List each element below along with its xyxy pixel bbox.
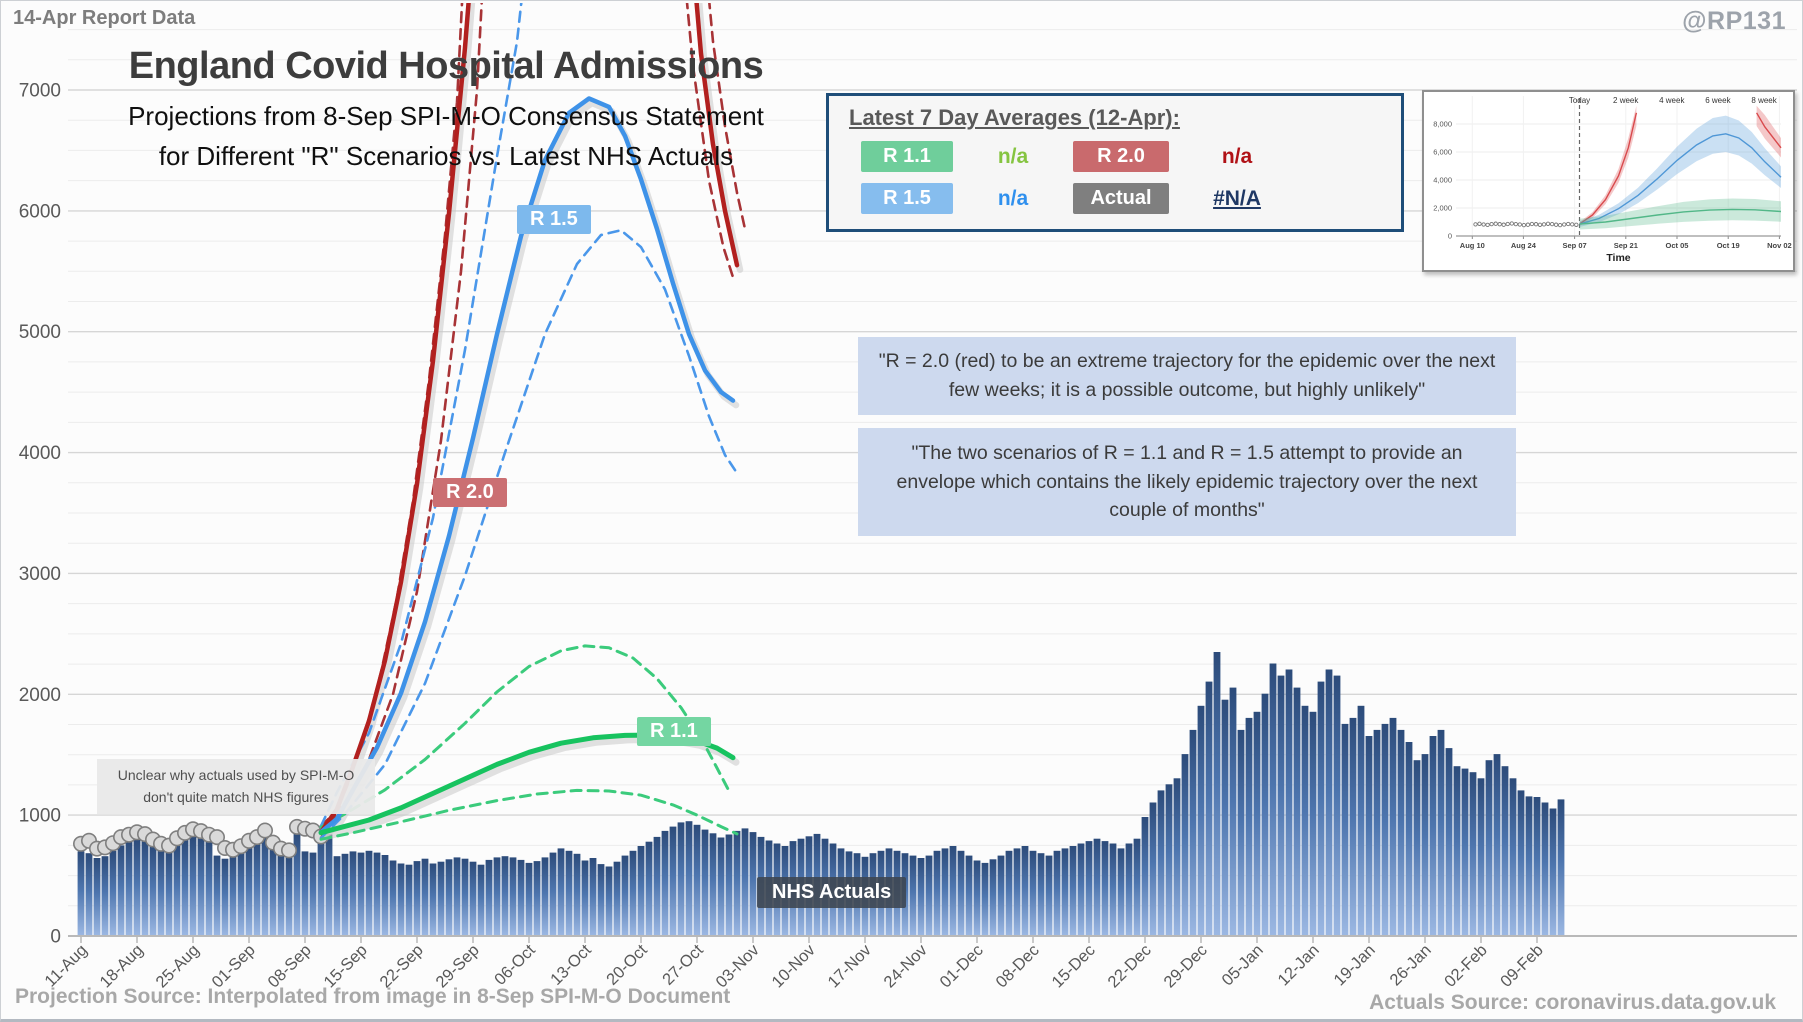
svg-text:25-Aug: 25-Aug: [152, 941, 202, 991]
svg-text:5000: 5000: [19, 322, 61, 343]
svg-text:0: 0: [1448, 232, 1452, 241]
svg-text:0: 0: [50, 927, 61, 948]
svg-text:29-Dec: 29-Dec: [1160, 941, 1210, 991]
svg-text:10-Nov: 10-Nov: [768, 941, 819, 992]
svg-text:3000: 3000: [19, 564, 61, 585]
svg-text:26-Jan: 26-Jan: [1386, 941, 1434, 989]
legend-badge-r11: R 1.1: [861, 141, 953, 172]
svg-text:22-Dec: 22-Dec: [1104, 941, 1154, 991]
svg-text:1000: 1000: [19, 806, 61, 827]
legend-value-r11: n/a: [997, 144, 1029, 168]
svg-text:27-Oct: 27-Oct: [659, 941, 707, 989]
curve-r-1.5: [318, 96, 736, 835]
seven-day-averages-panel: Latest 7 Day Averages (12-Apr): R 1.1 n/…: [826, 93, 1404, 232]
x-axis-labels: 11-Aug 18-Aug 25-Aug 01-Sep 08-Sep 15-Sep 22-S…: [41, 936, 1547, 992]
legend-value-r20: n/a: [1221, 144, 1253, 168]
svg-text:09-Feb: 09-Feb: [1497, 941, 1547, 991]
svg-text:01-Sep: 01-Sep: [208, 941, 258, 991]
quote-r20: "R = 2.0 (red) to be an extreme trajecto…: [858, 337, 1516, 415]
page-subtitle: Projections from 8-Sep SPI-M-O Consensus…: [86, 96, 806, 176]
actuals-source-text: Actuals Source: coronavirus.data.gov.uk: [1369, 991, 1776, 1014]
inset-chart-svg: 0 2,000 4,000 6,000 8,000 Aug 10 Aug 24 Sep 07 S…: [1433, 96, 1792, 264]
svg-text:17-Nov: 17-Nov: [824, 941, 875, 992]
curve-label-r11: R 1.1: [637, 717, 711, 746]
author-handle: @RP131: [1682, 7, 1786, 35]
svg-text:08-Dec: 08-Dec: [992, 941, 1042, 991]
svg-text:19-Jan: 19-Jan: [1330, 941, 1378, 989]
svg-text:02-Feb: 02-Feb: [1441, 941, 1491, 991]
curve-r-2.0-descending-: [694, 3, 740, 268]
legend-badge-r15: R 1.5: [861, 183, 953, 214]
projection-source-text: Projection Source: Interpolated from ima…: [15, 985, 731, 1008]
curve-r-1.5-lower-bound: [319, 228, 737, 840]
svg-text:Sep 07: Sep 07: [1563, 241, 1587, 250]
svg-text:6000: 6000: [19, 201, 61, 222]
svg-text:6 week: 6 week: [1705, 96, 1731, 105]
title-block: England Covid Hospital Admissions Projec…: [86, 45, 806, 176]
actuals-mismatch-note: Unclear why actuals used by SPI-M-O don'…: [97, 759, 375, 815]
svg-text:8 week: 8 week: [1751, 96, 1777, 105]
svg-text:12-Jan: 12-Jan: [1274, 941, 1322, 989]
curve-r-2.0-bound-descending-left-: [685, 3, 735, 279]
svg-text:03-Nov: 03-Nov: [712, 941, 763, 992]
svg-text:15-Dec: 15-Dec: [1048, 941, 1098, 991]
spimo-inset-chart: 0 2,000 4,000 6,000 8,000 Aug 10 Aug 24 Sep 07 S…: [1422, 90, 1795, 272]
legend-value-r15: n/a: [997, 186, 1029, 210]
svg-text:29-Sep: 29-Sep: [432, 941, 482, 991]
legend-title: Latest 7 Day Averages (12-Apr):: [849, 105, 1180, 130]
svg-text:Today: Today: [1569, 96, 1590, 105]
svg-text:Sep 21: Sep 21: [1614, 241, 1638, 250]
nhs-actuals-label: NHS Actuals: [757, 877, 907, 908]
svg-text:20-Oct: 20-Oct: [603, 941, 651, 989]
svg-text:2000: 2000: [19, 685, 61, 706]
report-date-label: 14-Apr Report Data: [13, 7, 196, 29]
spimo-actuals-dots: [73, 818, 329, 859]
svg-text:6,000: 6,000: [1433, 148, 1452, 157]
svg-text:2 week: 2 week: [1613, 96, 1639, 105]
svg-text:18-Aug: 18-Aug: [96, 941, 146, 991]
svg-text:4000: 4000: [19, 443, 61, 464]
svg-text:Nov 02: Nov 02: [1767, 241, 1792, 250]
svg-text:Aug 10: Aug 10: [1460, 241, 1485, 250]
svg-text:Aug 24: Aug 24: [1511, 241, 1537, 250]
y-axis-labels: 0 1000 2000 3000 4000 5000 6000 7000: [19, 81, 61, 948]
svg-text:15-Sep: 15-Sep: [320, 941, 370, 991]
svg-text:7000: 7000: [19, 81, 61, 102]
legend-value-actual: #N/A: [1213, 186, 1261, 210]
svg-text:Oct 19: Oct 19: [1717, 241, 1740, 250]
svg-text:4,000: 4,000: [1433, 176, 1452, 185]
svg-text:Time: Time: [1606, 252, 1630, 264]
curve-label-r15: R 1.5: [517, 205, 591, 234]
page-title: England Covid Hospital Admissions: [128, 45, 764, 87]
subtitle-line-1: Projections from 8-Sep SPI-M-O Consensus…: [128, 101, 764, 131]
quote-envelope: "The two scenarios of R = 1.1 and R = 1.…: [858, 428, 1516, 536]
svg-text:2,000: 2,000: [1433, 204, 1452, 213]
svg-text:8,000: 8,000: [1433, 120, 1452, 129]
legend-badge-r20: R 2.0: [1073, 141, 1169, 172]
svg-text:05-Jan: 05-Jan: [1218, 941, 1266, 989]
svg-text:13-Oct: 13-Oct: [547, 941, 595, 989]
curve-r-1.1-lower-bound: [319, 788, 739, 841]
curve-r-2.0-bound-descending-right-: [708, 3, 747, 231]
legend-badge-actual: Actual: [1073, 183, 1169, 214]
legend-grid: R 1.1 n/a R 2.0 n/a R 1.5 n/a Actual #N/…: [861, 141, 1401, 214]
svg-text:01-Dec: 01-Dec: [936, 941, 986, 991]
svg-text:24-Nov: 24-Nov: [880, 941, 931, 992]
curve-label-r20: R 2.0: [433, 478, 507, 507]
svg-text:08-Sep: 08-Sep: [264, 941, 314, 991]
svg-text:Oct 05: Oct 05: [1666, 241, 1689, 250]
svg-text:06-Oct: 06-Oct: [491, 941, 539, 989]
svg-text:4 week: 4 week: [1659, 96, 1685, 105]
subtitle-line-2: for Different "R" Scenarios vs. Latest N…: [158, 141, 734, 171]
svg-text:22-Sep: 22-Sep: [376, 941, 426, 991]
svg-text:11-Aug: 11-Aug: [41, 941, 90, 990]
